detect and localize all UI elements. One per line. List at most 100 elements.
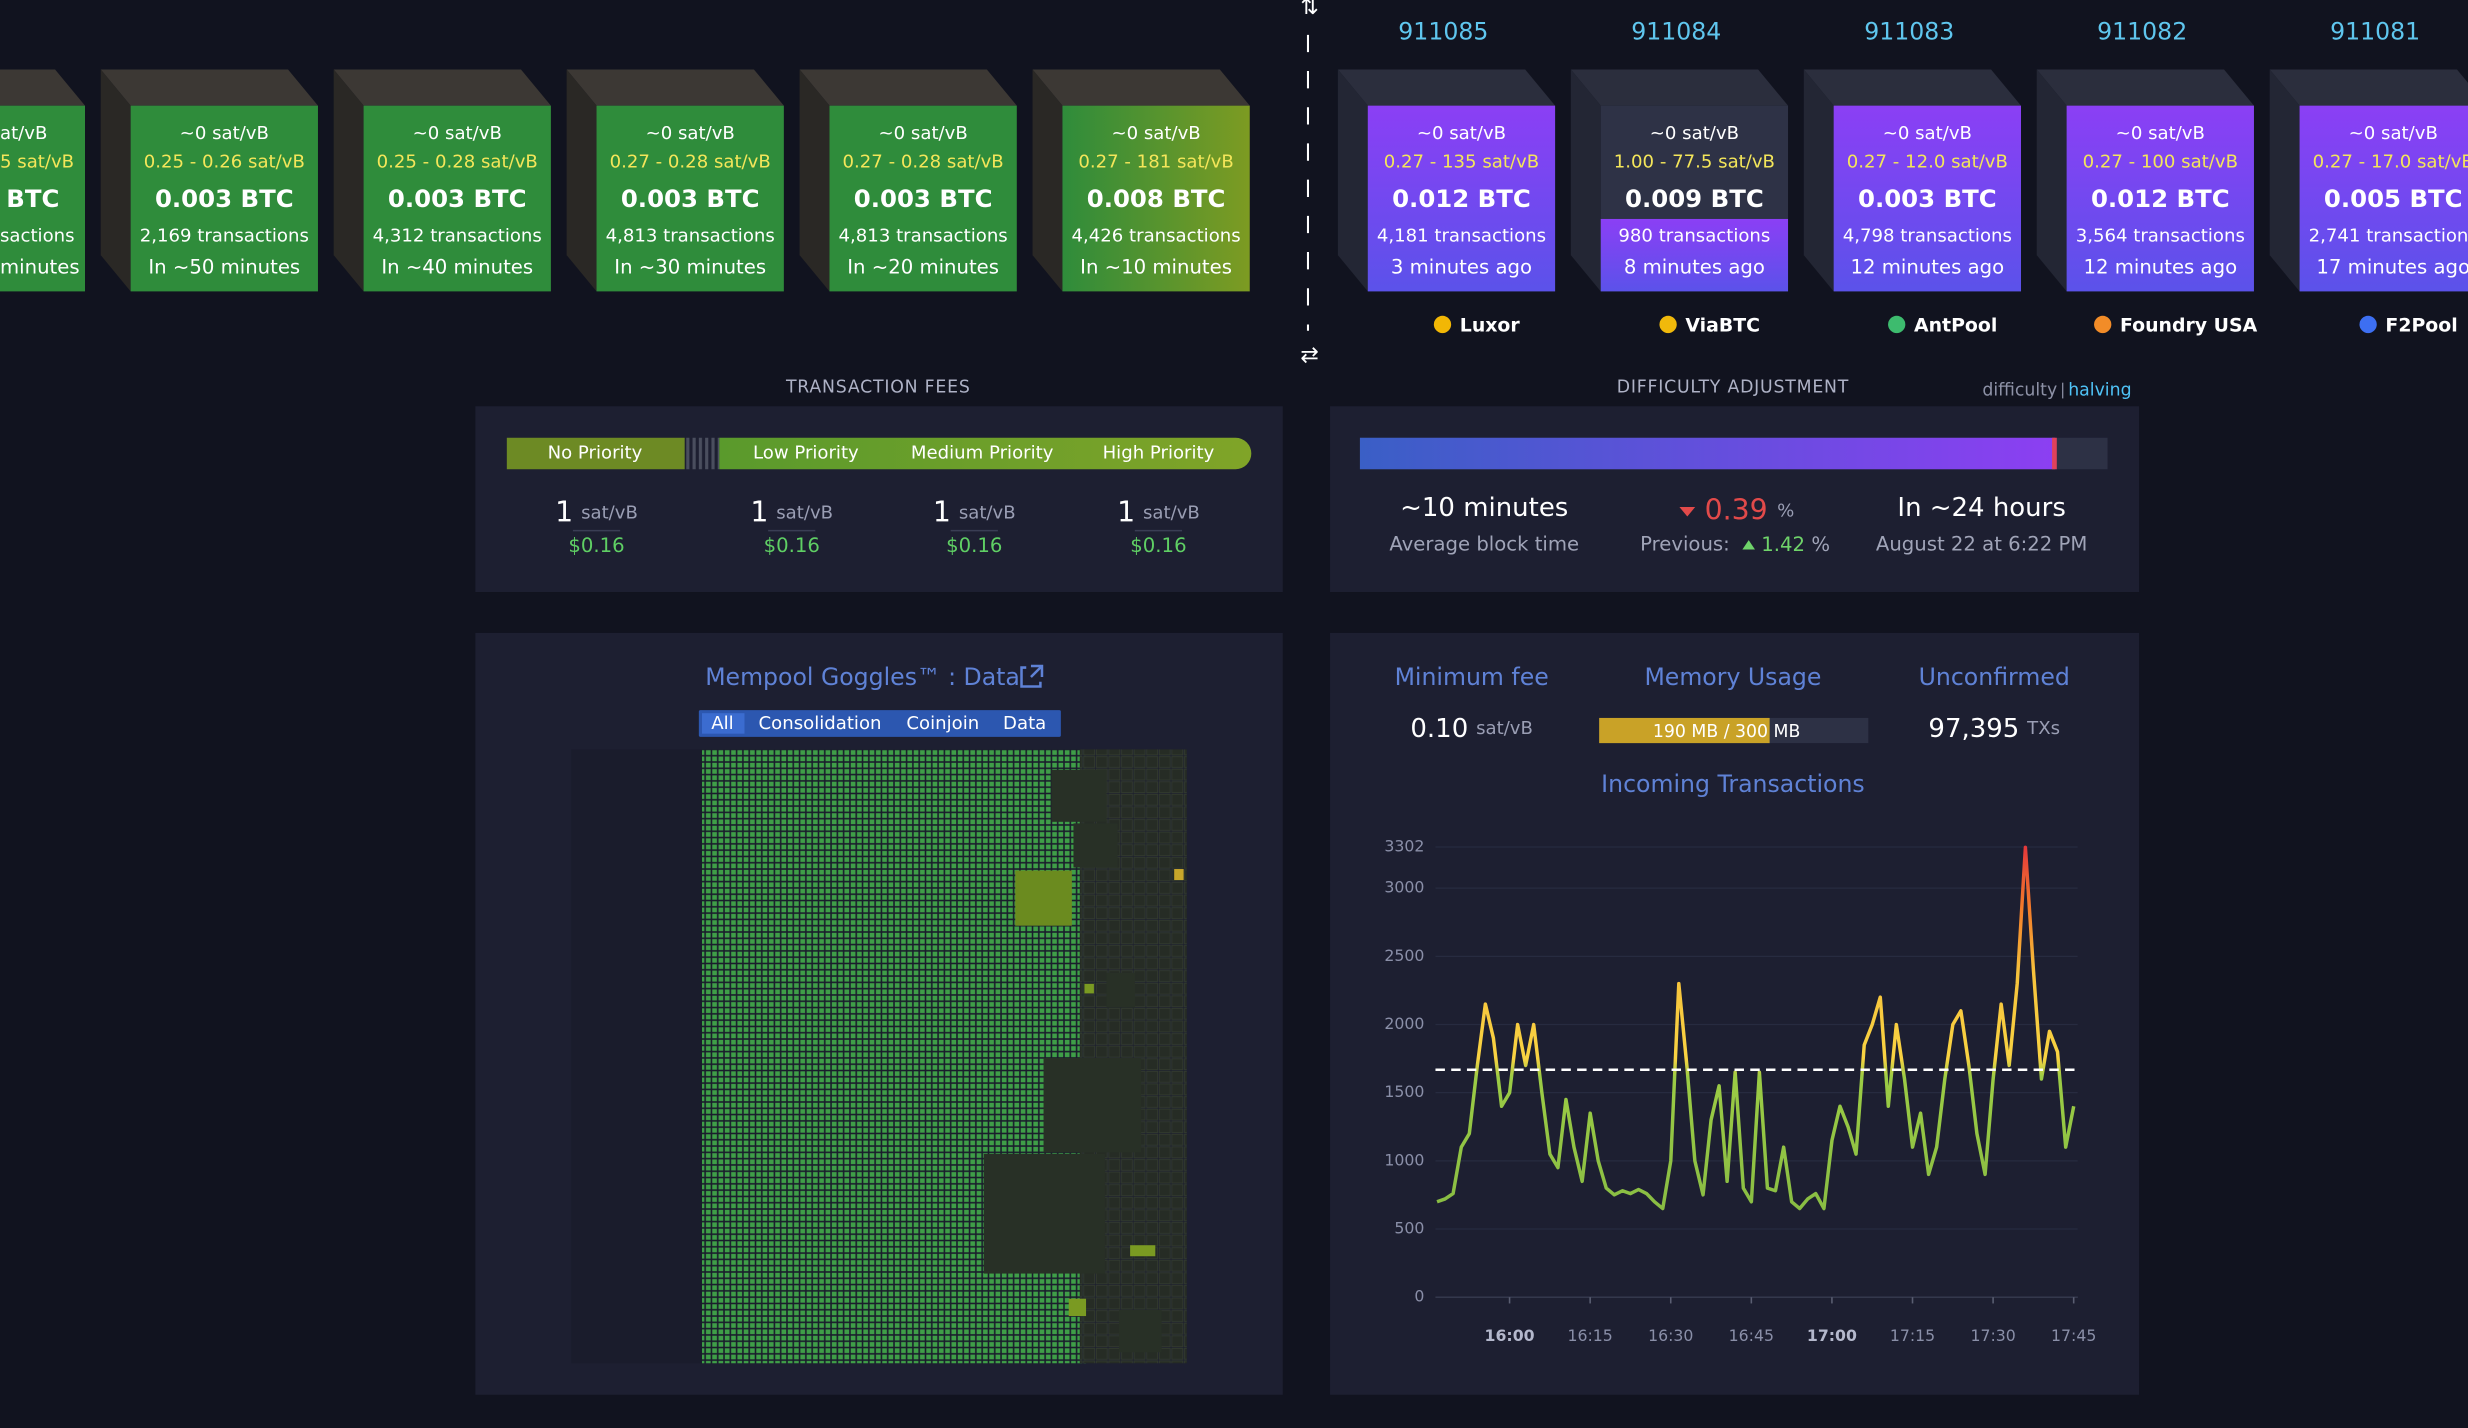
- pool-name: Luxor: [1460, 315, 1521, 337]
- projected-block[interactable]: ~0 sat/vB 0.25 - 0.26 sat/vB 0.003 BTC 2,16…: [100, 69, 318, 292]
- filter-tab[interactable]: Data: [1003, 713, 1046, 734]
- tx-square: [1043, 1057, 1142, 1153]
- tab-selected: [701, 713, 745, 734]
- projected-block[interactable]: ~0 sat/vB 0.27 - 0.28 sat/vB 0.003 BTC 4,81…: [566, 69, 784, 292]
- projected-block[interactable]: at/vB 5 sat/vB BTC sactions minutes: [0, 69, 85, 292]
- panel-title: TRANSACTION FEES: [785, 377, 971, 397]
- fee-rate: 1 sat/vB: [555, 495, 638, 528]
- block-fee: ~0 sat/vB: [2349, 123, 2438, 144]
- tx-square: [1073, 823, 1118, 868]
- toggle-icon[interactable]: ⇅: [1300, 0, 1318, 20]
- y-tick-label: 0: [1414, 1287, 1424, 1306]
- block-eta: 3 minutes ago: [1391, 255, 1532, 278]
- mined-block[interactable]: ~0 sat/vB 0.27 - 17.0 sat/vB 0.005 BTC 2,74…: [2269, 69, 2468, 292]
- tx-square: [1174, 869, 1184, 881]
- x-tick-label: 17:45: [2051, 1326, 2096, 1345]
- block-face: [829, 105, 1017, 292]
- block-range: 0.25 - 0.28 sat/vB: [377, 151, 538, 172]
- stat-unit: sat/vB: [1476, 718, 1533, 739]
- goggles-title: Mempool Goggles™ : Data: [705, 663, 1020, 691]
- tab-link[interactable]: difficulty: [1982, 381, 2057, 401]
- tx-square: [1015, 870, 1072, 926]
- tx-square: [1068, 1298, 1087, 1317]
- chart-title: Incoming Transactions: [1601, 770, 1865, 798]
- stat-label: Minimum fee: [1395, 663, 1549, 691]
- block-height[interactable]: 911084: [1631, 18, 1721, 46]
- panel-title: DIFFICULTY ADJUSTMENT: [1617, 377, 1849, 397]
- block-height[interactable]: 911082: [2097, 18, 2187, 46]
- block-face: [596, 105, 784, 292]
- block-range: 0.27 - 181 sat/vB: [1078, 151, 1233, 172]
- memory-fill: [1599, 717, 1770, 744]
- stat-unit: TXs: [2026, 718, 2060, 739]
- fee-rate: 1 sat/vB: [750, 495, 833, 528]
- block-time: ~10 minutes: [1400, 493, 1568, 523]
- fee-value: 1: [933, 495, 951, 528]
- change-value: 0.39: [1705, 494, 1768, 527]
- fee-unit: sat/vB: [959, 502, 1016, 523]
- fee-usd: $0.16: [1130, 534, 1186, 557]
- block-side: [2036, 69, 2067, 292]
- fee-unit: sat/vB: [581, 502, 638, 523]
- block-eta: 12 minutes ago: [1851, 255, 2005, 278]
- mined-block[interactable]: ~0 sat/vB 0.27 - 12.0 sat/vB 0.003 BTC 4,79…: [1803, 69, 2021, 292]
- block-range: 5 sat/vB: [0, 151, 74, 172]
- block-side: [1337, 69, 1368, 292]
- filter-tab[interactable]: Consolidation: [759, 713, 882, 734]
- projected-block[interactable]: ~0 sat/vB 0.25 - 0.28 sat/vB 0.003 BTC 4,31…: [333, 69, 551, 292]
- adjust-eta: In ~24 hours: [1897, 493, 2065, 523]
- block-size: 0.003 BTC: [621, 184, 760, 213]
- down-arrow: [1679, 507, 1696, 517]
- pool-icon: [2359, 315, 2377, 334]
- block-eta: In ~40 minutes: [381, 255, 533, 278]
- block-height[interactable]: 911081: [2330, 18, 2420, 46]
- block-range: 0.27 - 100 sat/vB: [2083, 151, 2238, 172]
- block-fee: ~0 sat/vB: [879, 123, 968, 144]
- fee-rate: 1 sat/vB: [933, 495, 1016, 528]
- stat-number: 0.10: [1410, 713, 1468, 743]
- mined-block[interactable]: ~0 sat/vB 0.27 - 135 sat/vB 0.012 BTC 4,181…: [1337, 69, 1556, 292]
- y-tick-label: 2500: [1384, 946, 1424, 965]
- projected-block[interactable]: ~0 sat/vB 0.27 - 181 sat/vB 0.008 BTC 4,426…: [1032, 69, 1250, 292]
- block-size: 0.003 BTC: [155, 184, 294, 213]
- block-height[interactable]: 911083: [1864, 18, 1954, 46]
- block-range: 0.27 - 12.0 sat/vB: [1847, 151, 2008, 172]
- block-fee: ~0 sat/vB: [1417, 123, 1506, 144]
- block-fee: ~0 sat/vB: [2116, 123, 2205, 144]
- mined-block[interactable]: ~0 sat/vB 1.00 - 77.5 sat/vB 0.009 BTC 980 …: [1570, 69, 1789, 292]
- tab-link[interactable]: halving: [2068, 381, 2131, 401]
- block-side: [1032, 69, 1063, 292]
- block-side: [799, 69, 830, 292]
- fee-unit: sat/vB: [1143, 502, 1200, 523]
- block-top: [1570, 69, 1789, 106]
- projected-block[interactable]: ~0 sat/vB 0.27 - 0.28 sat/vB 0.003 BTC 4,81…: [799, 69, 1017, 292]
- filter-tab[interactable]: All: [711, 713, 733, 734]
- stat-value: 97,395 TXs: [1928, 713, 2060, 743]
- block-transactions: 2,741 transactions: [2309, 225, 2468, 246]
- block-fill: [2066, 105, 2254, 292]
- stat-number: 97,395: [1928, 713, 2019, 743]
- block-range: 0.27 - 135 sat/vB: [1384, 151, 1539, 172]
- block-size: 0.003 BTC: [1858, 184, 1997, 213]
- block-eta: In ~20 minutes: [847, 255, 999, 278]
- tx-square: [1130, 1245, 1156, 1257]
- tx-square: [1119, 1309, 1162, 1353]
- pool-name: ViaBTC: [1685, 315, 1760, 337]
- progress-fill: [1359, 437, 2056, 470]
- mined-block[interactable]: ~0 sat/vB 0.27 - 100 sat/vB 0.012 BTC 3,564…: [2036, 69, 2254, 292]
- y-tick-label: 3302: [1384, 837, 1424, 856]
- block-top: [566, 69, 784, 106]
- fees-panel: [475, 406, 1283, 593]
- external-link-icon[interactable]: [1020, 664, 1044, 688]
- block-fill: [1367, 105, 1556, 292]
- tab-bar: [698, 710, 1061, 737]
- adjust-date: August 22 at 6:22 PM: [1876, 532, 2088, 555]
- x-tick-label: 16:00: [1485, 1326, 1535, 1345]
- tx-square: [1106, 972, 1135, 1008]
- fee-usd: $0.16: [946, 534, 1002, 557]
- block-face: [0, 105, 85, 292]
- filter-tab[interactable]: Coinjoin: [906, 713, 979, 734]
- toggle-icon[interactable]: ⇄: [1300, 343, 1318, 368]
- block-height[interactable]: 911085: [1398, 18, 1488, 46]
- block-top: [2269, 69, 2468, 106]
